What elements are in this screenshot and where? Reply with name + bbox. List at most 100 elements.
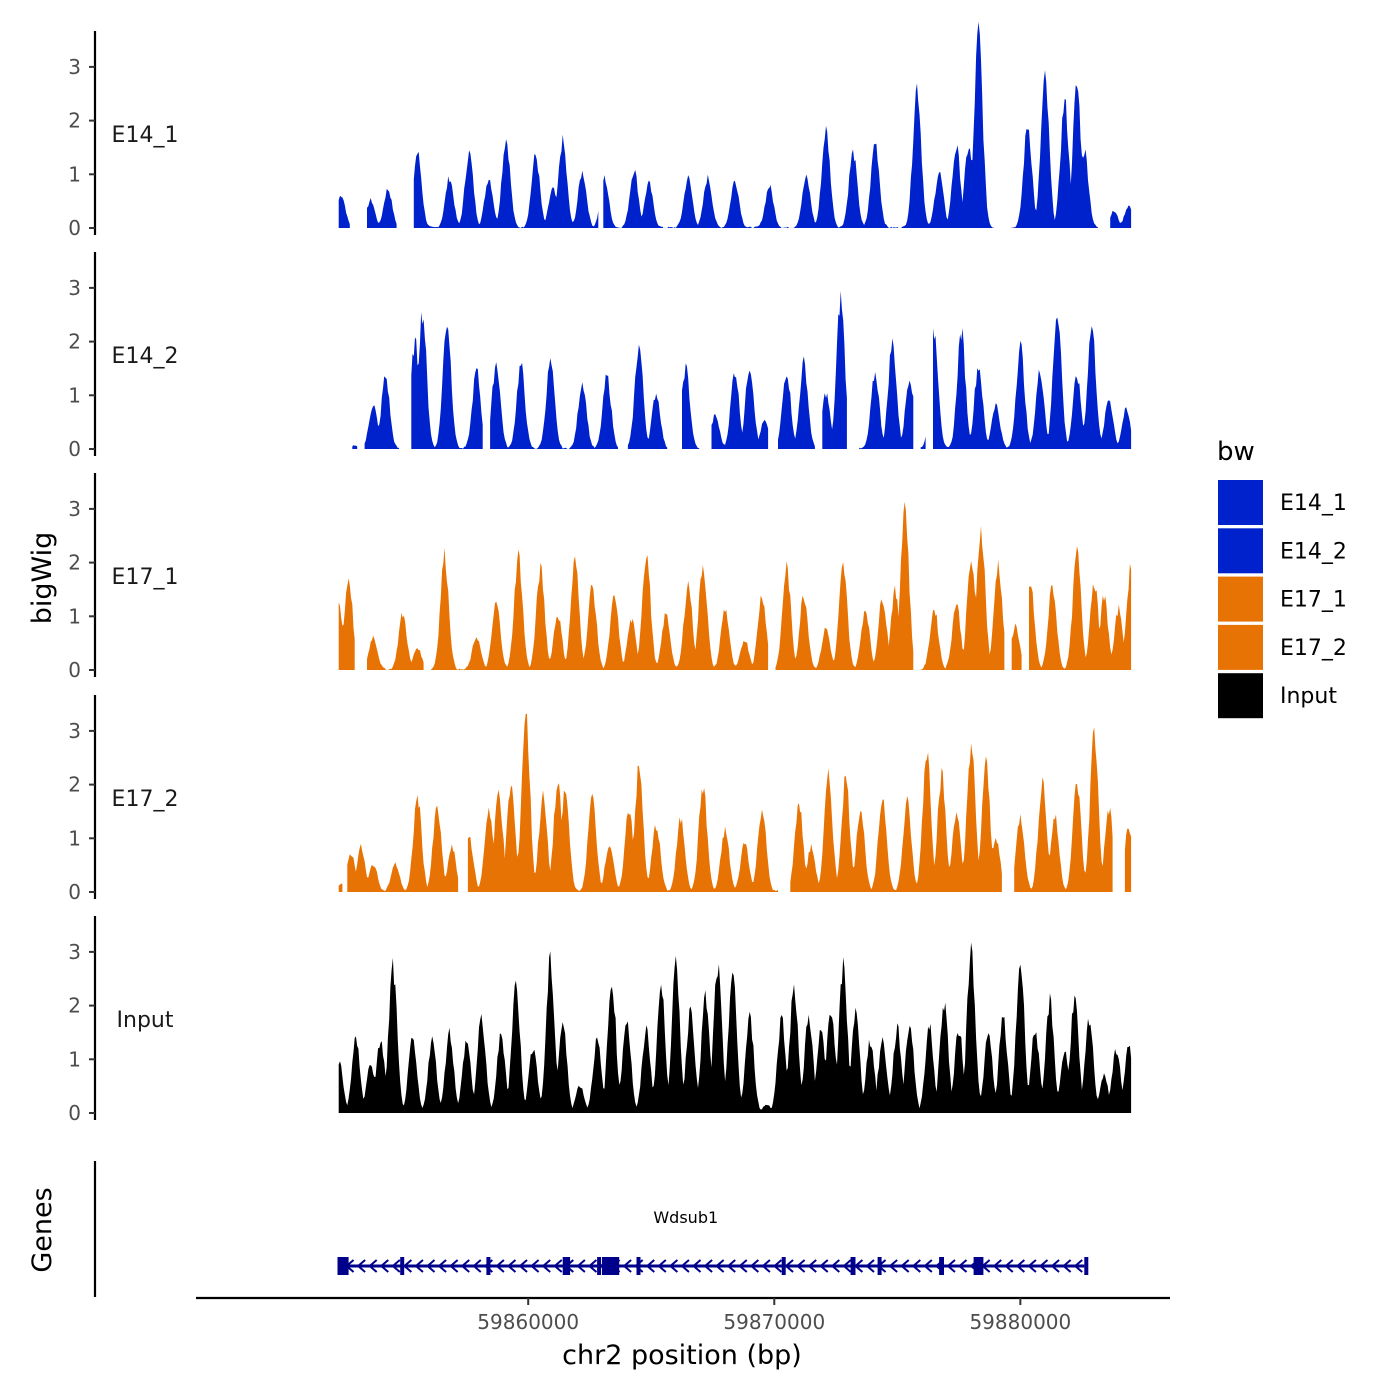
strand-arrow bbox=[391, 1259, 401, 1273]
legend-label-E14_2: E14_2 bbox=[1280, 539, 1347, 564]
strand-arrow bbox=[622, 1259, 632, 1273]
track-label-Input: Input bbox=[117, 1008, 174, 1033]
strand-arrow bbox=[576, 1259, 586, 1273]
strand-arrow bbox=[772, 1259, 783, 1273]
track-label-E17_2: E17_2 bbox=[112, 787, 179, 812]
track-E17_2: 0 1 2 3 E17_2 bbox=[68, 695, 1132, 904]
x-tick-label: 59870000 bbox=[723, 1310, 825, 1334]
strand-arrow bbox=[796, 1259, 806, 1273]
strand-arrow bbox=[749, 1259, 760, 1273]
strand-arrow bbox=[958, 1259, 968, 1273]
y-tick-label: 0 bbox=[68, 880, 81, 904]
gene-exon bbox=[973, 1257, 984, 1275]
strand-arrow bbox=[506, 1259, 517, 1273]
signal-area-E17_1 bbox=[920, 525, 1005, 670]
signal-area-E14_1 bbox=[338, 195, 350, 228]
track-label-E14_2: E14_2 bbox=[112, 344, 179, 369]
strand-arrow bbox=[807, 1259, 817, 1273]
gene-exon bbox=[1084, 1257, 1089, 1275]
gene-exon bbox=[562, 1257, 571, 1275]
y-tick-label: 2 bbox=[68, 109, 81, 133]
signal-area-E17_1 bbox=[775, 501, 914, 670]
signal-area-E14_1 bbox=[603, 21, 995, 229]
signal-area-E17_2 bbox=[1014, 727, 1113, 892]
track-label-E14_1: E14_1 bbox=[112, 123, 179, 148]
strand-arrow bbox=[761, 1259, 771, 1273]
y-tick-label: 1 bbox=[68, 1047, 81, 1071]
signal-area-E14_1 bbox=[413, 134, 599, 228]
strand-arrow bbox=[923, 1259, 933, 1273]
strand-arrow bbox=[1050, 1259, 1060, 1273]
strand-arrow bbox=[356, 1259, 366, 1273]
strand-arrow bbox=[495, 1259, 505, 1273]
gene-exon bbox=[400, 1257, 405, 1275]
y-tick-label: 3 bbox=[68, 719, 81, 743]
y-tick-label: 2 bbox=[68, 994, 81, 1018]
y-tick-label: 3 bbox=[68, 276, 81, 300]
signal-area-E14_2 bbox=[627, 344, 668, 449]
y-tick-label: 2 bbox=[68, 773, 81, 797]
y-tick-label: 1 bbox=[68, 826, 81, 850]
legend-label-E14_1: E14_1 bbox=[1280, 491, 1347, 516]
legend-swatch-E14_1 bbox=[1218, 480, 1263, 525]
strand-arrow bbox=[1038, 1259, 1049, 1273]
signal-area-E14_2 bbox=[364, 376, 399, 449]
track-E14_1: 0 1 2 3 E14_1 bbox=[68, 21, 1132, 240]
strand-arrow bbox=[946, 1259, 956, 1273]
legend-label-Input: Input bbox=[1280, 684, 1337, 709]
signal-area-E17_2 bbox=[467, 713, 778, 892]
gene-track: Wdsub1 bbox=[93, 1161, 1089, 1297]
y-tick-label: 0 bbox=[68, 437, 81, 461]
genes-axis-title: Genes bbox=[27, 1187, 58, 1272]
signal-area-E14_2 bbox=[411, 312, 483, 449]
legend-title: bw bbox=[1217, 437, 1255, 467]
legend-swatch-Input bbox=[1218, 673, 1263, 719]
y-tick-label: 2 bbox=[68, 551, 81, 575]
strand-arrow bbox=[738, 1259, 748, 1273]
legend: bw E14_1 E14_2 E17_1 E17_2 Input bbox=[1217, 437, 1347, 719]
strand-arrow bbox=[715, 1259, 725, 1273]
strand-arrow bbox=[449, 1259, 459, 1273]
x-axis-title: chr2 position (bp) bbox=[562, 1340, 802, 1371]
x-axis: 59860000 59870000 59880000 bbox=[196, 1296, 1170, 1334]
signal-area-Input bbox=[338, 942, 1132, 1113]
signal-area-E14_2 bbox=[682, 363, 700, 449]
strand-arrow bbox=[645, 1259, 655, 1273]
signal-area-E17_1 bbox=[1011, 623, 1022, 670]
signal-area-E14_2 bbox=[352, 445, 358, 449]
strand-arrow bbox=[691, 1259, 702, 1273]
y-tick-label: 1 bbox=[68, 162, 81, 186]
y-tick-label: 3 bbox=[68, 55, 81, 79]
gene-label: Wdsub1 bbox=[653, 1208, 718, 1227]
strand-arrow bbox=[472, 1259, 482, 1273]
gene-exon bbox=[337, 1257, 349, 1275]
y-tick-label: 2 bbox=[68, 330, 81, 354]
strand-arrow bbox=[911, 1259, 921, 1273]
gene-exon bbox=[877, 1257, 882, 1275]
legend-swatch-E14_2 bbox=[1218, 528, 1263, 574]
gene-exon bbox=[597, 1257, 602, 1275]
strand-arrow bbox=[518, 1259, 528, 1273]
signal-area-E17_1 bbox=[431, 547, 769, 670]
strand-arrow bbox=[460, 1259, 470, 1273]
strand-arrow bbox=[668, 1259, 679, 1273]
strand-arrow bbox=[784, 1259, 794, 1273]
legend-swatch-E17_1 bbox=[1218, 576, 1263, 622]
signal-area-E14_2 bbox=[778, 356, 815, 449]
gene-exon bbox=[850, 1257, 856, 1275]
signal-area-E17_1 bbox=[367, 612, 424, 670]
strand-arrow bbox=[530, 1259, 540, 1273]
strand-arrow bbox=[437, 1259, 447, 1273]
legend-label-E17_1: E17_1 bbox=[1280, 588, 1347, 613]
signal-area-E14_2 bbox=[933, 317, 1132, 449]
signal-area-E17_1 bbox=[1029, 546, 1132, 670]
strand-arrow bbox=[1062, 1259, 1072, 1273]
y-axis-title: bigWig bbox=[27, 532, 58, 625]
y-tick-label: 3 bbox=[68, 497, 81, 521]
strand-arrow bbox=[992, 1259, 1002, 1273]
strand-arrow bbox=[379, 1259, 389, 1273]
strand-arrow bbox=[819, 1259, 829, 1273]
strand-arrow bbox=[1004, 1259, 1014, 1273]
